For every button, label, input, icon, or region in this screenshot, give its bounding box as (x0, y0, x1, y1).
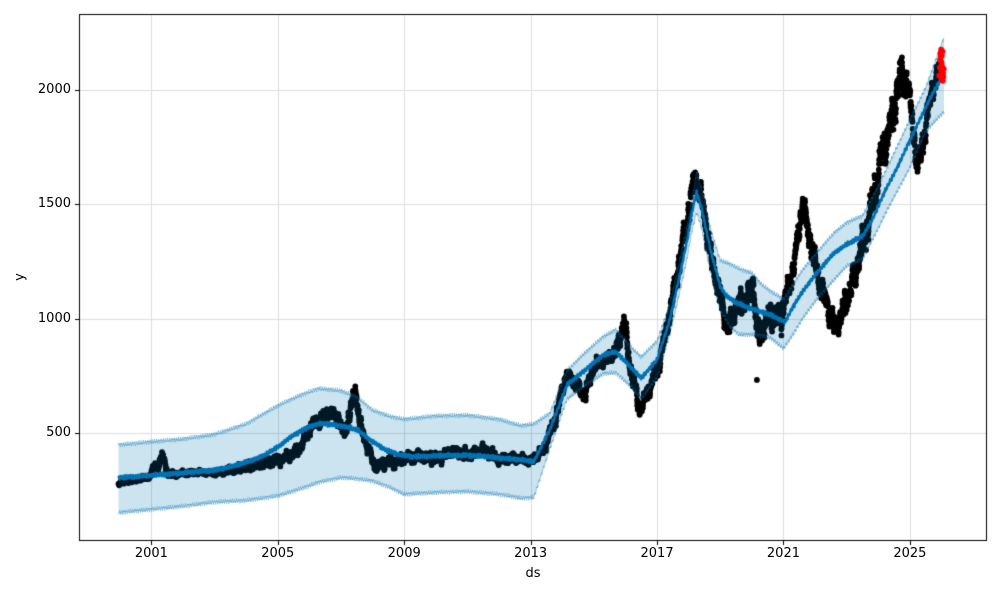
y-axis-label: y (12, 273, 28, 281)
x-axis-label: ds (525, 566, 541, 581)
